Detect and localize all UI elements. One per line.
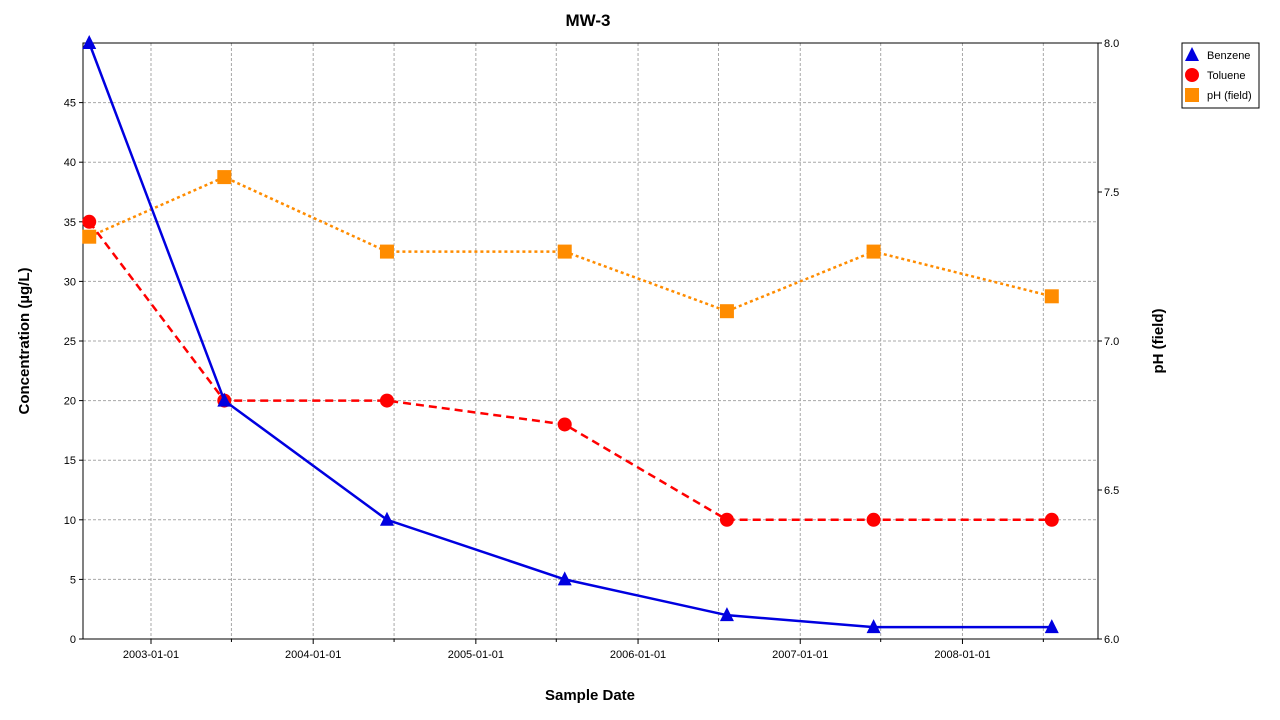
data-point-benzene	[82, 35, 97, 49]
y-tick-label: 10	[64, 515, 76, 527]
series-toluene	[82, 214, 1059, 527]
x-tick-label: 2006-01-01	[610, 649, 666, 661]
data-point-ph-field	[866, 244, 881, 259]
y-tick-label: 15	[64, 455, 76, 467]
y-axis-title: Concentration (µg/L)	[16, 268, 33, 415]
series-line-toluene	[88, 221, 1052, 522]
y2-tick-label: 6.5	[1104, 485, 1119, 497]
data-point-toluene	[719, 512, 734, 527]
data-point-benzene	[719, 607, 734, 622]
legend-label-toluene: Toluene	[1207, 70, 1246, 82]
legend-marker-ph-field	[1185, 88, 1199, 102]
y2-tick-label: 7.0	[1104, 336, 1119, 348]
data-point-ph-field	[557, 244, 572, 259]
legend-label-benzene: Benzene	[1207, 50, 1250, 62]
legend-label-ph-field: pH (field)	[1207, 90, 1252, 102]
legend-marker-benzene	[1185, 47, 1199, 61]
data-point-toluene	[379, 393, 394, 408]
y-tick-label: 5	[70, 574, 76, 586]
y2-tick-label: 8.0	[1104, 38, 1119, 50]
y2-axis-title: pH (field)	[1150, 309, 1167, 374]
data-point-toluene	[866, 512, 881, 527]
data-point-ph-field	[217, 170, 232, 185]
series-ph-field	[82, 170, 1059, 319]
x-axis-title: Sample Date	[545, 687, 635, 704]
y2-tick-label: 7.5	[1104, 187, 1119, 199]
data-point-benzene	[379, 511, 394, 526]
data-point-ph-field	[82, 229, 97, 244]
x-tick-label: 2004-01-01	[285, 649, 341, 661]
data-point-benzene	[866, 619, 881, 634]
axes: 0 5 10 15 20 25 30 35 40 45 6.0 6.5 7.0 7.5 8.0 2003-01…	[64, 38, 1120, 661]
y-tick-label: 20	[64, 396, 76, 408]
data-point-toluene	[82, 214, 97, 229]
series-line-benzene	[88, 42, 1052, 629]
grid-lines	[83, 43, 1098, 639]
data-point-toluene	[1044, 512, 1059, 527]
data-point-ph-field	[719, 304, 734, 319]
data-point-benzene	[557, 571, 572, 586]
legend: Benzene Toluene pH (field)	[1181, 42, 1260, 109]
data-point-ph-field	[1044, 289, 1059, 304]
y-tick-label: 25	[64, 336, 76, 348]
x-tick-label: 2008-01-01	[934, 649, 990, 661]
y-tick-label: 45	[64, 98, 76, 110]
chart-title: MW-3	[566, 11, 611, 30]
series-layer	[82, 35, 1059, 634]
legend-marker-toluene	[1185, 68, 1199, 82]
y-tick-label: 30	[64, 276, 76, 288]
data-point-benzene	[1044, 619, 1059, 634]
data-point-toluene	[557, 417, 572, 432]
y-tick-label: 0	[70, 634, 76, 646]
data-point-ph-field	[379, 244, 394, 259]
series-line-ph-field	[88, 175, 1053, 313]
y-tick-label: 35	[64, 217, 76, 229]
data-point-benzene	[217, 392, 232, 407]
x-tick-label: 2005-01-01	[448, 649, 504, 661]
y2-tick-label: 6.0	[1104, 634, 1119, 646]
y-tick-label: 40	[64, 157, 76, 169]
x-tick-label: 2007-01-01	[772, 649, 828, 661]
x-tick-label: 2003-01-01	[123, 649, 179, 661]
series-benzene	[82, 35, 1059, 634]
